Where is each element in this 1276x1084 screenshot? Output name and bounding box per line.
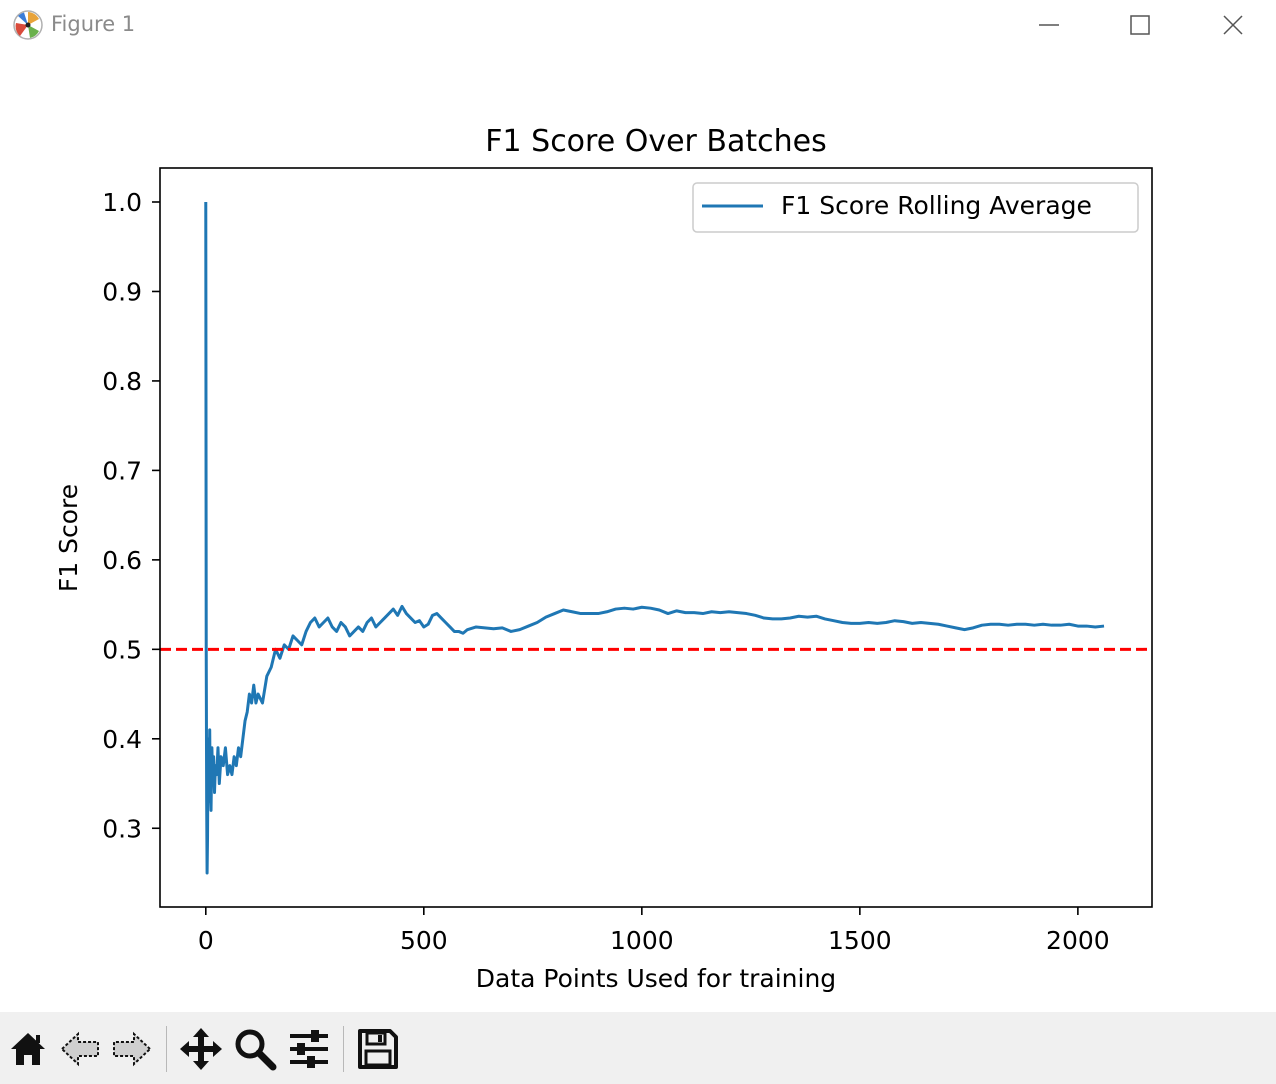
line-chart: F1 Score Over Batches 0 500 1000 1500 2000 0…: [54, 124, 1153, 993]
forward-arrow-icon: [113, 1031, 152, 1067]
y-tick-label: 0.9: [102, 277, 142, 306]
maximize-icon: [1130, 15, 1150, 35]
y-tick-label: 0.4: [102, 725, 142, 754]
x-tick-label: 1500: [828, 926, 892, 955]
series-layer: [160, 201, 1152, 875]
save-icon: [358, 1029, 398, 1069]
x-tick-label: 2000: [1046, 926, 1110, 955]
x-axis-ticks: 0 500 1000 1500 2000: [198, 907, 1110, 955]
configure-subplots-icon: [290, 1030, 328, 1068]
navigation-toolbar: [0, 1012, 1276, 1084]
chart-title: F1 Score Over Batches: [485, 124, 826, 159]
y-tick-label: 0.8: [102, 367, 142, 396]
x-tick-label: 1000: [610, 926, 674, 955]
toolbar-separator: [343, 1026, 344, 1072]
home-icon: [11, 1033, 45, 1065]
minimize-icon: [1039, 24, 1059, 26]
y-tick-label: 0.7: [102, 456, 142, 485]
close-button[interactable]: [1188, 0, 1276, 50]
window-title: Figure 1: [51, 12, 136, 36]
zoom-button[interactable]: [232, 1026, 278, 1072]
maximize-button[interactable]: [1095, 0, 1185, 50]
window-titlebar: Figure 1: [0, 0, 1276, 50]
y-tick-label: 0.5: [102, 635, 142, 664]
home-button[interactable]: [5, 1026, 51, 1072]
y-axis-ticks: 0.3 0.4 0.5 0.6 0.7 0.8 0.9 1.0: [102, 188, 160, 843]
matplotlib-logo-icon: [13, 10, 43, 40]
forward-button[interactable]: [109, 1026, 155, 1072]
pan-icon: [180, 1028, 222, 1070]
back-arrow-icon: [60, 1031, 99, 1067]
x-tick-label: 0: [198, 926, 214, 955]
plot-frame: [159, 167, 1153, 908]
figure-canvas[interactable]: F1 Score Over Batches 0 500 1000 1500 2000 0…: [0, 50, 1276, 1012]
toolbar-separator: [166, 1026, 167, 1072]
save-button[interactable]: [355, 1026, 401, 1072]
legend: F1 Score Rolling Average: [692, 182, 1139, 233]
minimize-button[interactable]: [1004, 0, 1094, 50]
x-tick-label: 500: [400, 926, 448, 955]
y-tick-label: 0.3: [102, 814, 142, 843]
configure-subplots-button[interactable]: [286, 1026, 332, 1072]
y-tick-label: 0.6: [102, 546, 142, 575]
y-axis-label: F1 Score: [54, 484, 83, 592]
back-button[interactable]: [57, 1026, 103, 1072]
close-icon: [1223, 15, 1243, 35]
pan-button[interactable]: [178, 1026, 224, 1072]
zoom-icon: [235, 1029, 277, 1071]
legend-label: F1 Score Rolling Average: [781, 191, 1092, 220]
x-axis-label: Data Points Used for training: [476, 964, 836, 993]
y-tick-label: 1.0: [102, 188, 142, 217]
series-line-f1-rolling-average: [204, 201, 1105, 875]
legend-frame: [692, 182, 1139, 233]
